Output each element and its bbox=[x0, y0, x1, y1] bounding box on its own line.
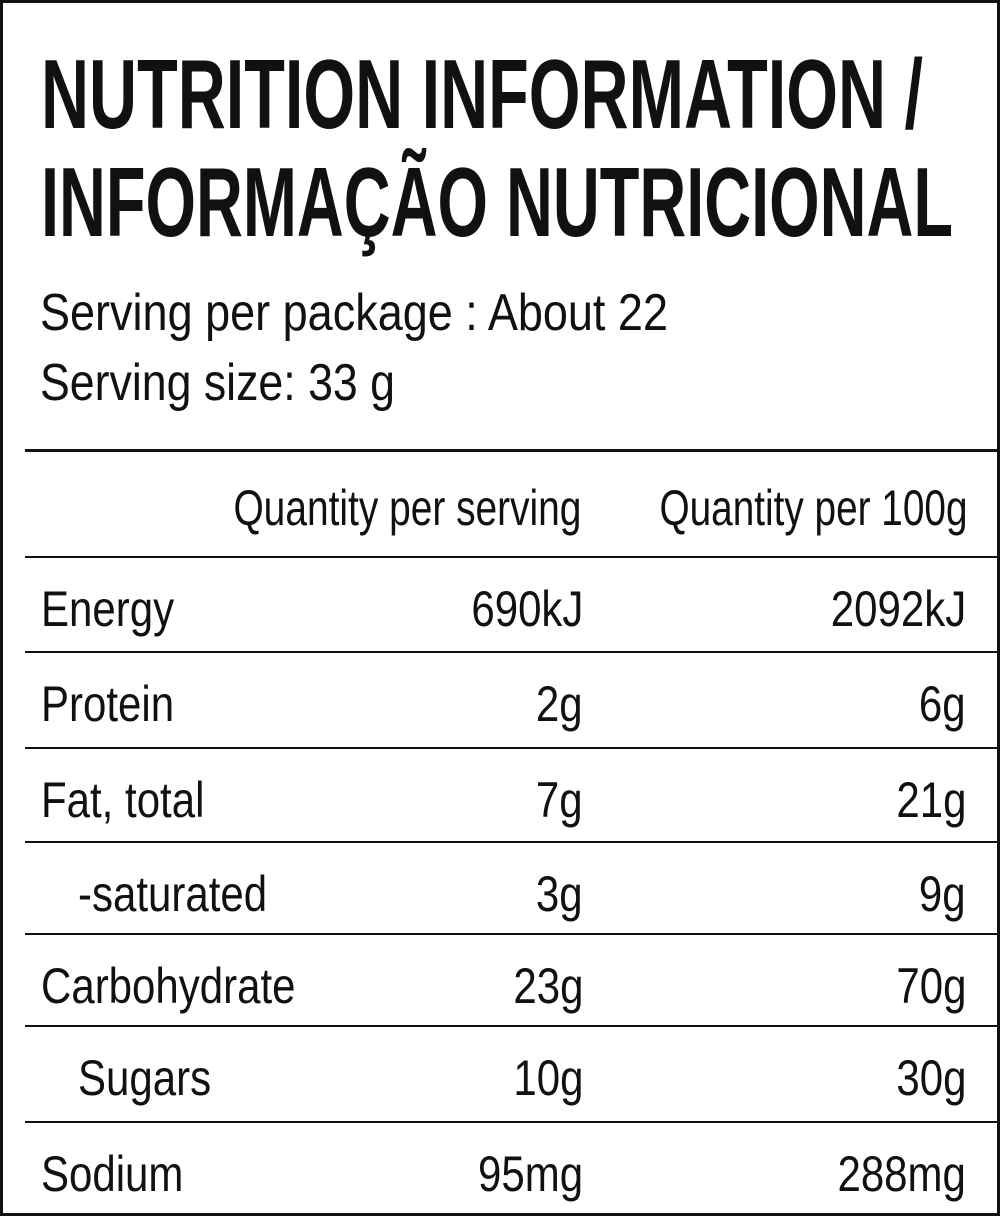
per-serving-value: 10g bbox=[512, 1050, 583, 1106]
serving-size: Serving size: 33 g bbox=[40, 354, 395, 412]
per-100g-value: 6g bbox=[919, 676, 966, 732]
rule bbox=[25, 1025, 997, 1027]
nutrient-name: Carbohydrate bbox=[41, 958, 296, 1014]
per-serving-value: 7g bbox=[536, 772, 583, 828]
rule bbox=[25, 449, 997, 452]
per-100g-value: 9g bbox=[919, 866, 966, 922]
column-header: Quantity per serving bbox=[233, 480, 581, 536]
per-100g-value: 70g bbox=[895, 958, 966, 1014]
per-serving-value: 95mg bbox=[477, 1146, 583, 1202]
column-header: Quantity per 100g bbox=[659, 480, 967, 536]
per-100g-value: 30g bbox=[895, 1050, 966, 1106]
rule bbox=[25, 556, 997, 558]
nutrient-name: Fat, total bbox=[41, 772, 205, 828]
rule bbox=[25, 651, 997, 653]
rule bbox=[25, 933, 997, 935]
per-serving-value: 23g bbox=[512, 958, 583, 1014]
per-serving-value: 690kJ bbox=[470, 581, 583, 637]
per-100g-value: 21g bbox=[895, 772, 966, 828]
nutrient-name: Sugars bbox=[78, 1050, 212, 1106]
rule bbox=[25, 841, 997, 843]
nutrient-name: Protein bbox=[41, 676, 175, 732]
nutrient-name: -saturated bbox=[78, 866, 268, 922]
title-line: INFORMAÇÃO NUTRICIONAL bbox=[41, 147, 953, 257]
serving-per-package: Serving per package : About 22 bbox=[40, 284, 668, 342]
per-serving-value: 2g bbox=[536, 676, 583, 732]
per-100g-value: 288mg bbox=[837, 1146, 966, 1202]
nutrient-name: Energy bbox=[41, 581, 175, 637]
rule bbox=[25, 747, 997, 749]
per-serving-value: 3g bbox=[536, 866, 583, 922]
per-100g-value: 2092kJ bbox=[830, 581, 966, 637]
title-line: NUTRITION INFORMATION / bbox=[41, 39, 924, 149]
nutrient-name: Sodium bbox=[41, 1146, 184, 1202]
rule bbox=[25, 1121, 997, 1123]
